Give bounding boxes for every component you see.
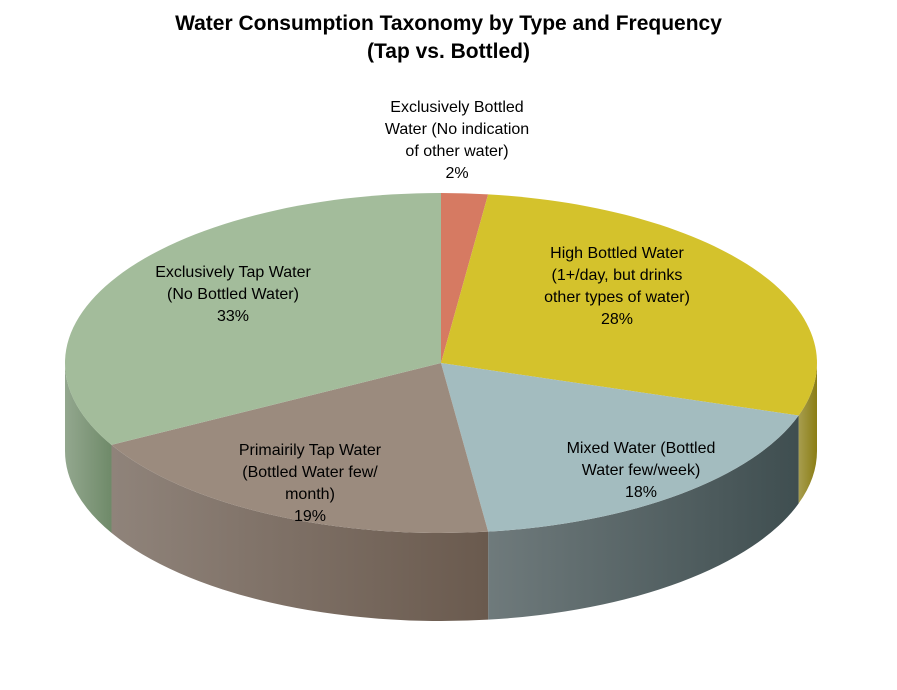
- pie-slices: [65, 193, 817, 533]
- pie-labels: Exclusively Bottled Water (No indication o…: [155, 99, 715, 525]
- pie-slice-1: [441, 194, 817, 416]
- pie-slice-4: [65, 193, 441, 445]
- pie-side-2: [488, 415, 799, 620]
- slice-label-0: Exclusively Bottled Water (No indication o…: [385, 99, 529, 182]
- chart-subtitle: (Tap vs. Bottled): [367, 40, 530, 63]
- slice-label-4: Exclusively Tap Water (No Bottled Water) 3…: [155, 264, 311, 325]
- pie-side-1: [798, 363, 817, 504]
- slice-label-1: High Bottled Water (1+/day, but drinks oth…: [544, 245, 690, 328]
- pie-slice-2: [441, 363, 799, 532]
- pie-side-walls: [65, 363, 817, 622]
- pie-slice-0: [441, 193, 489, 363]
- pie-side-4: [65, 363, 112, 533]
- chart-title: Water Consumption Taxonomy by Type and F…: [175, 12, 722, 35]
- chart-title-block: Water Consumption Taxonomy by Type and F…: [0, 10, 897, 66]
- slice-label-2: Mixed Water (Bottled Water few/week) 18%: [567, 440, 716, 501]
- pie-slice-3: [111, 363, 489, 533]
- slice-label-3: Primairily Tap Water (Bottled Water few/m…: [239, 442, 382, 525]
- pie-side-3: [111, 444, 489, 622]
